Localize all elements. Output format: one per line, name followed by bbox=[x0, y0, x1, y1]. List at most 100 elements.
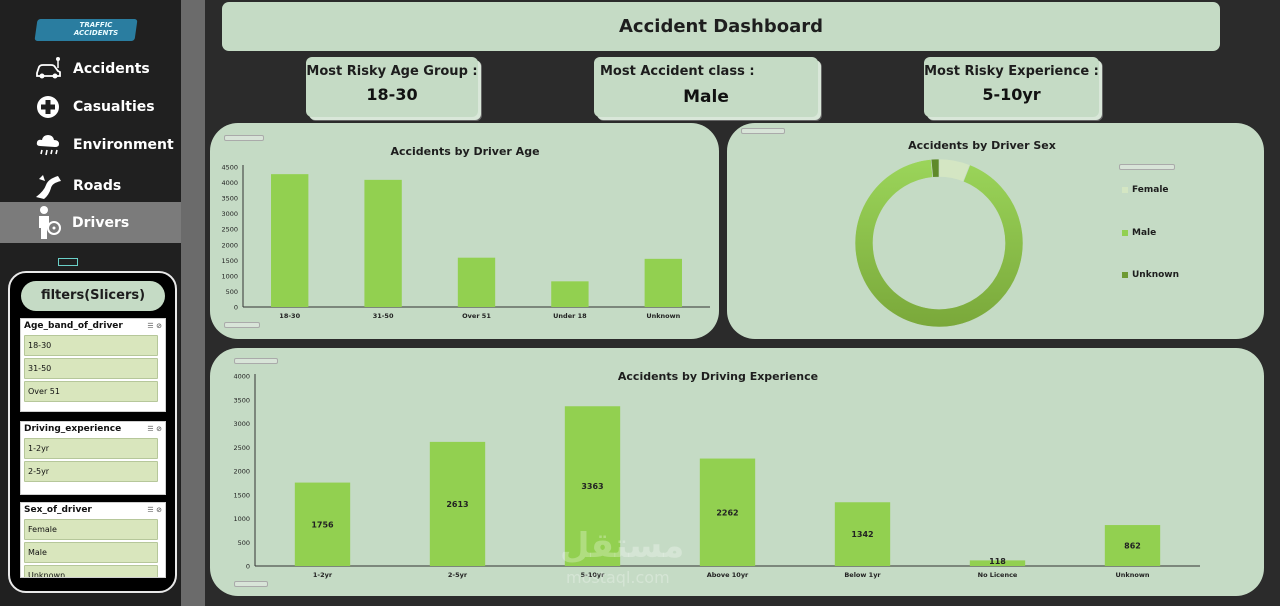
bar-chart-driver-age: 0 500 1000 1500 2000 2500 3000 3500 4000 4500 18-3… bbox=[221, 164, 710, 320]
y-tick-label: 1500 bbox=[221, 257, 238, 265]
bar bbox=[457, 257, 496, 307]
x-tick-label: No Licence bbox=[978, 571, 1018, 579]
data-label: 2613 bbox=[446, 500, 468, 509]
data-label: 3363 bbox=[581, 482, 603, 491]
slicer-item[interactable]: Unknown bbox=[24, 565, 158, 577]
x-tick-label: Unknown bbox=[1116, 571, 1150, 579]
bar bbox=[564, 406, 621, 566]
clear-filter-icon[interactable]: ☰ ⊘ bbox=[147, 322, 162, 330]
kpi-value: 18-30 bbox=[366, 85, 418, 104]
y-tick-label: 500 bbox=[238, 539, 250, 547]
logo-line-2: ACCIDENTS bbox=[73, 29, 119, 37]
kpi-most-accident-class: Most Accident class : Male bbox=[594, 57, 818, 117]
nav-item-drivers[interactable]: Drivers bbox=[0, 202, 181, 243]
legend-label: Female bbox=[1132, 185, 1169, 195]
bar bbox=[364, 179, 402, 307]
chart-title: Accidents by Driver Sex bbox=[908, 139, 1056, 152]
chart-field-button[interactable] bbox=[234, 358, 278, 364]
chart-filter-button[interactable] bbox=[224, 322, 260, 328]
bar bbox=[644, 258, 682, 307]
chart-field-button[interactable] bbox=[741, 128, 785, 134]
y-tick-label: 3500 bbox=[221, 195, 238, 203]
nav-item-roads[interactable]: Roads bbox=[0, 168, 181, 204]
slicer-driving-experience: Driving_experience ☰ ⊘ 1-2yr 2-5yr bbox=[20, 421, 166, 495]
bar bbox=[271, 174, 309, 307]
kpi-label: Most Risky Experience : bbox=[924, 64, 1099, 79]
clear-filter-icon[interactable]: ☰ ⊘ bbox=[147, 425, 162, 433]
legend-item-male: Male bbox=[1122, 228, 1156, 238]
x-tick-label: 31-50 bbox=[373, 312, 394, 320]
bar-chart-driving-experience: 0 500 1000 1500 2000 2500 3000 3500 4000 1-2yr 175… bbox=[233, 373, 1200, 579]
data-label: 1756 bbox=[311, 520, 334, 529]
legend-swatch bbox=[1122, 186, 1128, 193]
slicer-item[interactable]: 2-5yr bbox=[24, 461, 158, 482]
y-tick-label: 2500 bbox=[233, 444, 250, 452]
driver-icon bbox=[34, 204, 62, 241]
y-tick-label: 4000 bbox=[221, 179, 238, 187]
slicer-header: Age_band_of_driver ☰ ⊘ bbox=[21, 319, 165, 333]
legend-swatch bbox=[1122, 271, 1128, 278]
y-tick-label: 1000 bbox=[233, 515, 250, 523]
watermark-site: mostaql.com bbox=[566, 568, 670, 587]
nav-label: Accidents bbox=[73, 61, 150, 77]
bar bbox=[429, 441, 486, 566]
x-tick-label: 18-30 bbox=[279, 312, 300, 320]
x-tick-label: Below 1yr bbox=[844, 571, 881, 579]
y-tick-label: 3000 bbox=[221, 210, 238, 218]
slicer-item[interactable]: Female bbox=[24, 519, 158, 540]
clear-filter-icon[interactable]: ☰ ⊘ bbox=[147, 506, 162, 514]
x-tick-label: Under 18 bbox=[553, 312, 587, 320]
cloud-rain-icon bbox=[34, 132, 62, 158]
legend-item-female: Female bbox=[1122, 185, 1169, 195]
slicer-header: Driving_experience ☰ ⊘ bbox=[21, 422, 165, 436]
donut-slice bbox=[854, 159, 1024, 328]
x-tick-label: Unknown bbox=[646, 312, 680, 320]
kpi-most-risky-age-group: Most Risky Age Group : 18-30 bbox=[306, 57, 478, 117]
slicer-header-label: Driving_experience bbox=[24, 424, 122, 434]
nav-label: Roads bbox=[73, 178, 122, 194]
y-tick-label: 1500 bbox=[233, 491, 250, 499]
x-tick-label: 2-5yr bbox=[448, 571, 468, 579]
legend-item-unknown: Unknown bbox=[1122, 270, 1179, 280]
chart-field-button[interactable] bbox=[224, 135, 264, 141]
data-label: 118 bbox=[989, 557, 1006, 566]
nav-label: Casualties bbox=[73, 99, 155, 115]
sidebar-scroll-edge bbox=[181, 0, 205, 606]
chart-title: Accidents by Driver Age bbox=[390, 145, 540, 158]
legend-filter-button[interactable] bbox=[1119, 164, 1175, 170]
y-tick-label: 500 bbox=[226, 288, 238, 296]
nav-item-casualties[interactable]: Casualties bbox=[0, 89, 181, 125]
kpi-value: Male bbox=[683, 87, 729, 107]
bar bbox=[1104, 525, 1161, 566]
bar bbox=[551, 281, 589, 307]
y-tick-label: 2500 bbox=[221, 226, 238, 234]
slicer-header-label: Age_band_of_driver bbox=[24, 321, 123, 331]
y-tick-label: 0 bbox=[234, 304, 238, 312]
bar bbox=[834, 502, 891, 566]
y-tick-label: 1000 bbox=[221, 272, 238, 280]
slicer-item[interactable]: 1-2yr bbox=[24, 438, 158, 459]
slicer-panel-title: filters(Slicers) bbox=[21, 281, 165, 311]
nav-item-environment[interactable]: Environment bbox=[0, 127, 181, 163]
slicer-header: Sex_of_driver ☰ ⊘ bbox=[21, 503, 165, 517]
kpi-most-risky-experience: Most Risky Experience : 5-10yr bbox=[924, 57, 1099, 117]
slicer-item[interactable]: Over 51 bbox=[24, 381, 158, 402]
legend-label: Unknown bbox=[1132, 270, 1180, 280]
bar bbox=[969, 560, 1026, 566]
y-tick-label: 4500 bbox=[221, 164, 238, 172]
slicer-item[interactable]: 18-30 bbox=[24, 335, 158, 356]
y-tick-label: 2000 bbox=[221, 241, 238, 249]
legend-swatch bbox=[1122, 229, 1128, 236]
nav-item-accidents[interactable]: Accidents bbox=[0, 51, 181, 87]
x-tick-label: Above 10yr bbox=[707, 571, 749, 579]
slicer-item[interactable]: 31-50 bbox=[24, 358, 158, 379]
slicer-item[interactable]: Male bbox=[24, 542, 158, 563]
car-icon bbox=[34, 56, 62, 82]
bar bbox=[699, 458, 756, 566]
slicer-panel: filters(Slicers) Age_band_of_driver ☰ ⊘ … bbox=[8, 271, 177, 593]
collapse-toggle-icon[interactable] bbox=[58, 258, 78, 266]
y-tick-label: 0 bbox=[246, 563, 250, 571]
bar bbox=[294, 482, 351, 566]
y-tick-label: 3500 bbox=[233, 396, 250, 404]
chart-filter-button[interactable] bbox=[234, 581, 268, 587]
